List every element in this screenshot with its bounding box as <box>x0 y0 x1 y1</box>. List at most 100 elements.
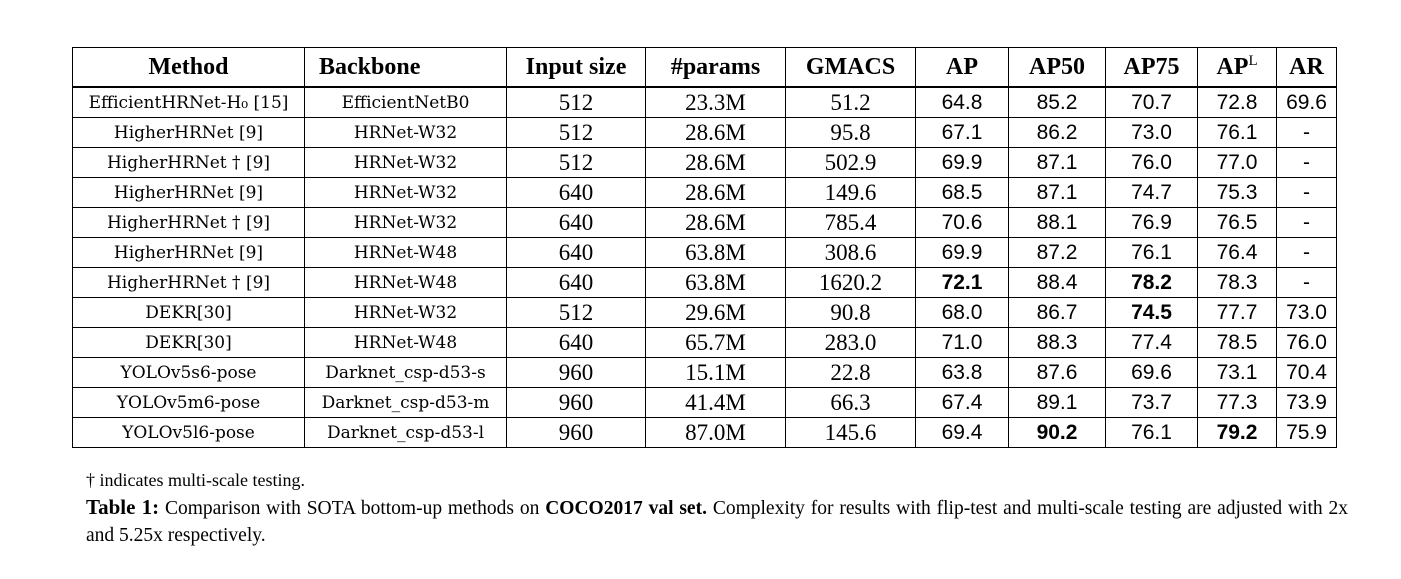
cell-ap75: 76.0 <box>1105 147 1198 178</box>
cell-params: 28.6M <box>645 177 786 208</box>
header-ap75: AP75 <box>1105 47 1198 88</box>
cell-params: 28.6M <box>645 117 786 148</box>
cell-ap50: 86.7 <box>1008 297 1106 328</box>
cell-ap: 70.6 <box>915 207 1009 238</box>
cell-ar: 69.6 <box>1276 86 1337 118</box>
footnote: † indicates multi-scale testing. <box>86 470 305 490</box>
cell-backbone: HRNet-W32 <box>304 207 507 238</box>
cell-ap50: 87.2 <box>1008 237 1106 268</box>
header-apl-base: AP <box>1216 53 1249 80</box>
cell-ap75: 73.7 <box>1105 387 1198 418</box>
cell-ap75: 73.0 <box>1105 117 1198 148</box>
cell-backbone: EfficientNetB0 <box>304 86 507 118</box>
cell-backbone: HRNet-W32 <box>304 177 507 208</box>
cell-ap50: 88.3 <box>1008 327 1106 358</box>
cell-backbone: HRNet-W32 <box>304 297 507 328</box>
cell-gmacs: 502.9 <box>785 147 916 178</box>
cell-input-size: 640 <box>506 207 646 238</box>
cell-ar: 73.9 <box>1276 387 1337 418</box>
cell-ap: 68.5 <box>915 177 1009 208</box>
cell-params: 28.6M <box>645 207 786 238</box>
table-body: EfficientHRNet-H₀ [15] EfficientNetB0 512 2… <box>72 86 1337 448</box>
table-row: YOLOv5s6-pose Darknet_csp-d53-s 960 15.1M 22… <box>72 357 1337 388</box>
cell-method: HigherHRNet † [9] <box>72 207 305 238</box>
cell-ap75: 74.5 <box>1105 297 1198 328</box>
table-row: DEKR[30] HRNet-W32 512 29.6M 90.8 68.0 86.7 74.… <box>72 297 1337 328</box>
cell-params: 63.8M <box>645 237 786 268</box>
cell-ap75: 76.9 <box>1105 207 1198 238</box>
cell-gmacs: 51.2 <box>785 86 916 118</box>
cell-backbone: Darknet_csp-d53-l <box>304 417 507 448</box>
cell-method: DEKR[30] <box>72 297 305 328</box>
cell-input-size: 640 <box>506 237 646 268</box>
cell-method: YOLOv5s6-pose <box>72 357 305 388</box>
cell-ap: 71.0 <box>915 327 1009 358</box>
cell-ap75: 76.1 <box>1105 237 1198 268</box>
cell-ar: - <box>1276 267 1337 298</box>
table-row: HigherHRNet [9] HRNet-W48 640 63.8M 308.6 69.… <box>72 237 1337 268</box>
cell-ap75: 69.6 <box>1105 357 1198 388</box>
cell-ar: - <box>1276 207 1337 238</box>
table-row: HigherHRNet [9] HRNet-W32 512 28.6M 95.8 67.1… <box>72 117 1337 148</box>
cell-ap50: 89.1 <box>1008 387 1106 418</box>
cell-ap: 69.9 <box>915 147 1009 178</box>
cell-backbone: Darknet_csp-d53-m <box>304 387 507 418</box>
cell-params: 15.1M <box>645 357 786 388</box>
cell-ap50: 87.1 <box>1008 147 1106 178</box>
cell-ap50: 86.2 <box>1008 117 1106 148</box>
cell-ar: - <box>1276 147 1337 178</box>
header-input-size: Input size <box>506 47 646 88</box>
cell-apl: 76.5 <box>1197 207 1277 238</box>
table-caption: Table 1: Comparison with SOTA bottom-up … <box>86 494 1348 549</box>
cell-params: 65.7M <box>645 327 786 358</box>
caption-label: Table 1: <box>86 495 160 519</box>
header-params: #params <box>645 47 786 88</box>
cell-gmacs: 22.8 <box>785 357 916 388</box>
cell-params: 28.6M <box>645 147 786 178</box>
cell-apl: 78.5 <box>1197 327 1277 358</box>
cell-method: YOLOv5l6-pose <box>72 417 305 448</box>
cell-backbone: HRNet-W48 <box>304 237 507 268</box>
cell-backbone: Darknet_csp-d53-s <box>304 357 507 388</box>
cell-gmacs: 66.3 <box>785 387 916 418</box>
table-row: HigherHRNet † [9] HRNet-W48 640 63.8M 1620.2… <box>72 267 1337 298</box>
cell-ap50: 90.2 <box>1008 417 1106 448</box>
cell-gmacs: 145.6 <box>785 417 916 448</box>
cell-method: HigherHRNet [9] <box>72 117 305 148</box>
cell-ap: 69.4 <box>915 417 1009 448</box>
cell-input-size: 512 <box>506 117 646 148</box>
cell-method: DEKR[30] <box>72 327 305 358</box>
cell-apl: 79.2 <box>1197 417 1277 448</box>
cell-backbone: HRNet-W32 <box>304 117 507 148</box>
cell-apl: 78.3 <box>1197 267 1277 298</box>
cell-ar: 73.0 <box>1276 297 1337 328</box>
cell-apl: 77.7 <box>1197 297 1277 328</box>
cell-params: 41.4M <box>645 387 786 418</box>
table-row: HigherHRNet [9] HRNet-W32 640 28.6M 149.6 68.… <box>72 177 1337 208</box>
cell-gmacs: 308.6 <box>785 237 916 268</box>
table-row: HigherHRNet † [9] HRNet-W32 512 28.6M 502.9 6… <box>72 147 1337 178</box>
cell-input-size: 960 <box>506 417 646 448</box>
cell-ap75: 70.7 <box>1105 86 1198 118</box>
cell-params: 23.3M <box>645 86 786 118</box>
cell-ap75: 77.4 <box>1105 327 1198 358</box>
cell-ar: 75.9 <box>1276 417 1337 448</box>
header-ar: AR <box>1276 47 1337 88</box>
cell-input-size: 512 <box>506 297 646 328</box>
cell-ap50: 88.1 <box>1008 207 1106 238</box>
caption-text-after: Complexity for results with flip-test an… <box>86 498 1348 546</box>
cell-ap50: 85.2 <box>1008 86 1106 118</box>
cell-input-size: 512 <box>506 147 646 178</box>
cell-input-size: 640 <box>506 327 646 358</box>
table-row: DEKR[30] HRNet-W48 640 65.7M 283.0 71.0 88.3 77… <box>72 327 1337 358</box>
cell-ar: - <box>1276 237 1337 268</box>
cell-apl: 75.3 <box>1197 177 1277 208</box>
cell-input-size: 512 <box>506 86 646 118</box>
cell-method: HigherHRNet † [9] <box>72 267 305 298</box>
cell-backbone: HRNet-W32 <box>304 147 507 178</box>
cell-ap: 68.0 <box>915 297 1009 328</box>
caption-dataset: COCO2017 val set. <box>545 498 707 519</box>
cell-ar: 76.0 <box>1276 327 1337 358</box>
cell-input-size: 960 <box>506 387 646 418</box>
cell-method: HigherHRNet [9] <box>72 237 305 268</box>
